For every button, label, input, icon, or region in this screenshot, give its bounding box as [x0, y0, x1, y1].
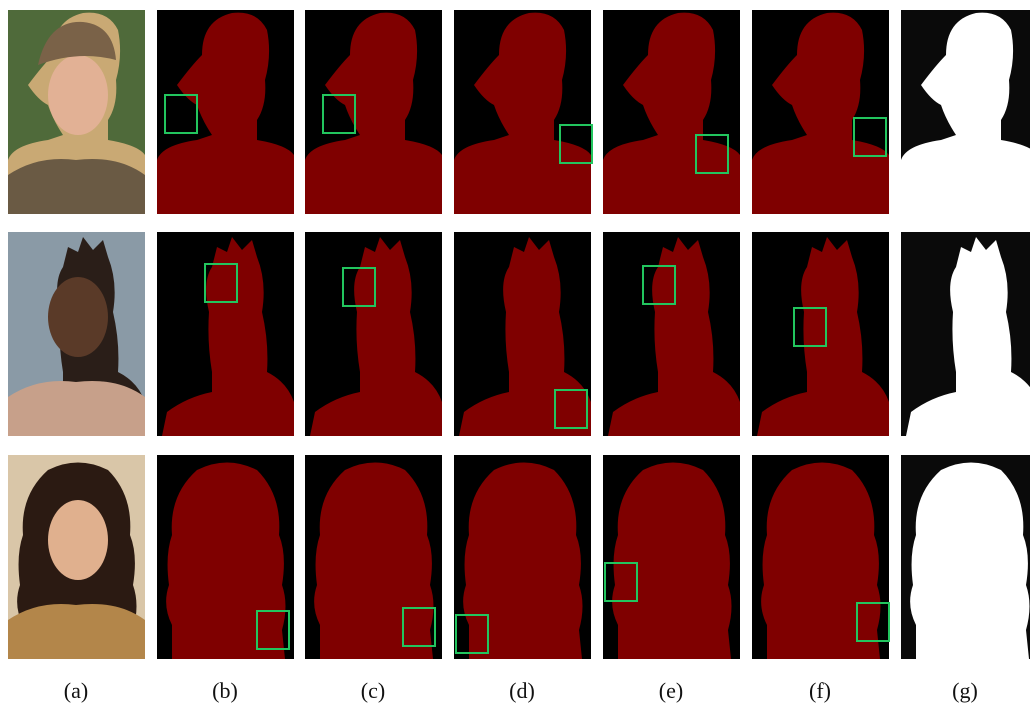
column-label: (a) — [64, 678, 88, 703]
segmentation-mask — [612, 463, 731, 660]
column-label: (e) — [659, 678, 683, 703]
panel — [8, 232, 145, 436]
photo-face — [48, 500, 108, 580]
photo-shoulders — [8, 159, 145, 214]
panel — [752, 232, 889, 436]
panel — [752, 455, 889, 659]
panel — [157, 232, 294, 436]
segmentation-mask — [761, 463, 880, 660]
panel — [454, 455, 591, 659]
panel — [901, 455, 1030, 659]
column-label: (d) — [509, 678, 535, 703]
photo-shoulders — [8, 381, 145, 436]
panel — [454, 10, 592, 214]
panel — [603, 10, 740, 214]
column-labels: (a) (b) (c) (d) (e) (f) (g) — [64, 678, 978, 703]
panel — [901, 232, 1030, 436]
panel — [305, 455, 442, 659]
panel — [157, 455, 294, 659]
panel — [603, 455, 740, 659]
segmentation-mask — [166, 463, 285, 660]
panel — [603, 232, 740, 436]
photo-shoulders — [8, 604, 145, 659]
column-label: (f) — [809, 678, 831, 703]
column-label: (c) — [361, 678, 385, 703]
panel — [305, 232, 442, 436]
column-label: (g) — [952, 678, 978, 703]
alpha-matte — [910, 463, 1029, 660]
segmentation-mask — [314, 463, 433, 660]
segmentation-mask — [463, 463, 582, 660]
photo-face — [48, 277, 108, 357]
panel — [8, 10, 145, 214]
figure: (a) (b) (c) (d) (e) (f) (g) — [0, 0, 1030, 711]
panel — [8, 455, 145, 659]
panel — [305, 10, 442, 214]
column-label: (b) — [212, 678, 238, 703]
panel — [157, 10, 294, 214]
panel — [752, 10, 889, 214]
panel-grid — [8, 10, 1030, 659]
panel — [454, 232, 591, 436]
photo-face — [48, 55, 108, 135]
panel — [901, 10, 1030, 214]
